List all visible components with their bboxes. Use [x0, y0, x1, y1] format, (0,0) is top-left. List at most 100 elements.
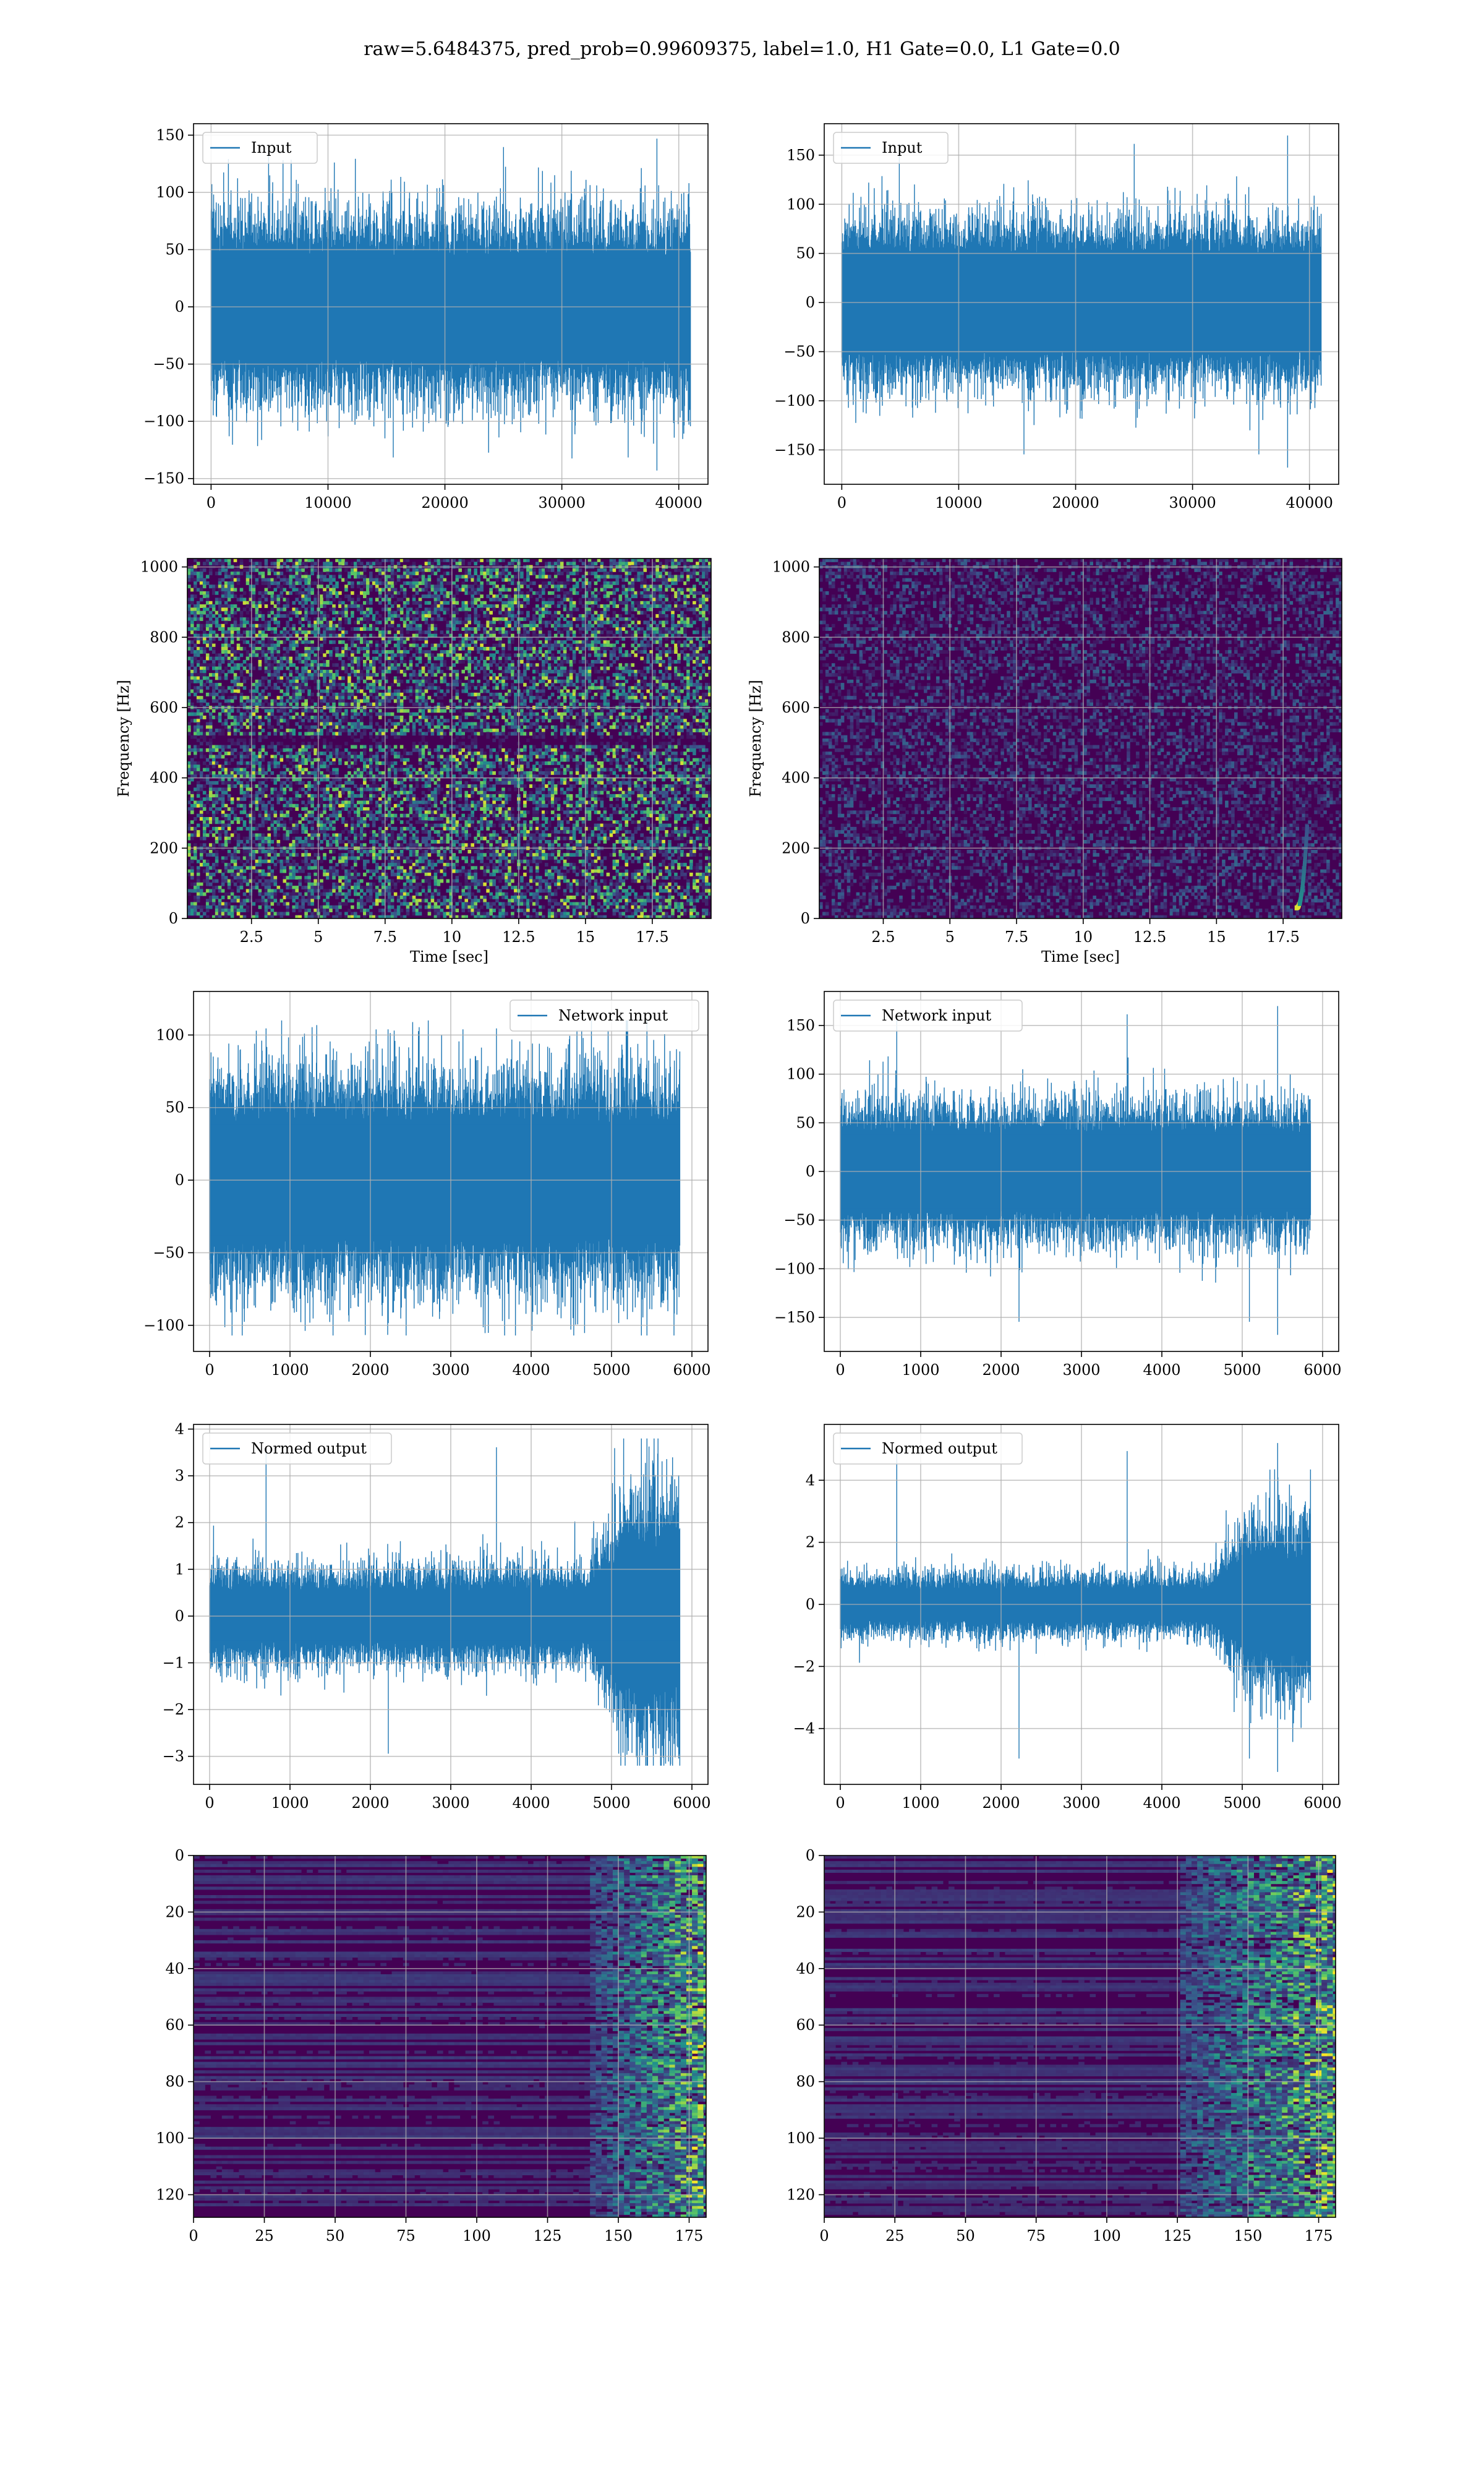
- l1-qtransform-xtick-label: 75: [1026, 2227, 1046, 2245]
- h1-network-input-xtick-label: 2000: [351, 1361, 389, 1379]
- l1-network-input-ytick-label: 150: [787, 1017, 815, 1034]
- h1-input-ytick-label: 0: [175, 298, 184, 315]
- h1-qtransform-ytick-label: 0: [175, 1847, 184, 1864]
- l1-qtransform-grid: [824, 1856, 1336, 2217]
- l1-spectrogram-ytick-label: 400: [782, 769, 810, 787]
- l1-network-input-ytick-label: −150: [774, 1309, 815, 1326]
- l1-spectrogram-grid: [819, 559, 1342, 918]
- h1-qtransform-xtick-label: 100: [463, 2227, 491, 2245]
- h1-spectrogram-xtick-label: 17.5: [636, 928, 668, 946]
- h1-normed-output-ytick-label: 3: [175, 1467, 184, 1484]
- h1-input-xtick-label: 30000: [538, 494, 585, 511]
- h1-normed-output-ytick-label: −1: [163, 1654, 184, 1671]
- h1-network-input-ytick-label: 50: [165, 1099, 184, 1116]
- l1-qtransform-xtick-label: 175: [1305, 2227, 1333, 2245]
- l1-spectrogram-panel: 2.5 5 7.5 10 12.5 15 17.5 0 200 400 600 800 1000 Time…: [747, 558, 1342, 965]
- h1-spectrogram-frame: [187, 558, 712, 919]
- h1-network-input-xtick-label: 1000: [271, 1361, 309, 1379]
- l1-spectrogram-cells: [819, 559, 1342, 918]
- h1-qtransform-ytick-label: 100: [156, 2129, 184, 2147]
- l1-qtransform-ytick-label: 120: [787, 2186, 815, 2203]
- h1-spectrogram-xtick-label: 10: [443, 928, 462, 946]
- h1-qtransform-cells: [194, 1856, 706, 2217]
- h1-normed-output-legend: Normed output: [202, 1432, 392, 1465]
- h1-spectrogram-ytick-label: 600: [150, 699, 178, 716]
- l1-qtransform-ytick-label: 0: [806, 1847, 815, 1864]
- l1-network-input-xtick-label: 3000: [1062, 1361, 1100, 1379]
- h1-normed-output-panel: 0 1000 2000 3000 4000 5000 6000 −3 −2 −1 0 1 2 3 4 Norm…: [163, 1421, 711, 1812]
- h1-normed-output-grid: [194, 1424, 708, 1784]
- l1-qtransform-xtick-label: 100: [1093, 2227, 1121, 2245]
- h1-normed-output-legend-label: Normed output: [251, 1440, 367, 1457]
- h1-input-ytick-label: −150: [143, 470, 184, 487]
- h1-input-ytick-label: 50: [165, 241, 184, 259]
- h1-normed-output-xtick-label: 5000: [592, 1794, 630, 1812]
- l1-network-input-xtick-label: 4000: [1143, 1361, 1180, 1379]
- h1-network-input-xtick-label: 3000: [432, 1361, 469, 1379]
- l1-spectrogram-plot-area: [819, 559, 1342, 918]
- l1-qtransform-plot-area: [824, 1856, 1336, 2217]
- h1-input-frame: [193, 123, 709, 485]
- h1-qtransform-ytick-label: 40: [165, 1960, 184, 1977]
- l1-input-plot-area: [824, 124, 1339, 484]
- l1-network-input-legend-label: Network input: [882, 1007, 991, 1024]
- h1-network-input-plot-area: [194, 991, 708, 1351]
- h1-network-input-ytick-label: 0: [175, 1171, 184, 1189]
- h1-qtransform-ytick-label: 80: [165, 2073, 184, 2091]
- l1-qtransform-frame: [824, 1855, 1336, 2218]
- h1-spectrogram-xtick-label: 12.5: [502, 928, 535, 946]
- l1-input-ytick-label: 50: [796, 245, 815, 262]
- l1-network-input-ytick-label: −100: [774, 1260, 815, 1277]
- h1-normed-output-ytick-label: −2: [163, 1701, 184, 1718]
- l1-qtransform-xtick-label: 50: [956, 2227, 975, 2245]
- h1-input-legend: Input: [202, 132, 318, 164]
- l1-qtransform-xtick-label: 0: [819, 2227, 829, 2245]
- l1-network-input-ytick-label: −50: [783, 1212, 815, 1229]
- l1-normed-output-xtick-label: 4000: [1143, 1794, 1180, 1812]
- h1-qtransform-xtick-label: 150: [604, 2227, 633, 2245]
- l1-spectrogram-xlabel: Time [sec]: [1041, 948, 1120, 965]
- l1-network-input-xtick-label: 5000: [1223, 1361, 1261, 1379]
- l1-qtransform-ytick-label: 100: [787, 2129, 815, 2147]
- l1-network-input-grid: [824, 991, 1339, 1351]
- h1-input-ytick-label: 100: [156, 184, 184, 201]
- h1-input-ytick-label: 150: [156, 127, 184, 144]
- l1-input-panel: 0 10000 20000 30000 40000 −150 −100 −50 0 50 100 15…: [774, 123, 1339, 511]
- l1-normed-output-xtick-label: 5000: [1223, 1794, 1261, 1812]
- h1-input-xtick-label: 10000: [304, 494, 351, 511]
- l1-input-xtick-label: 40000: [1286, 494, 1333, 511]
- h1-network-input-legend: Network input: [510, 999, 699, 1032]
- l1-input-ytick-label: 0: [806, 294, 815, 311]
- l1-network-input-xtick-label: 2000: [982, 1361, 1020, 1379]
- l1-input-xtick-label: 20000: [1052, 494, 1099, 511]
- h1-network-input-xtick-label: 6000: [673, 1361, 710, 1379]
- l1-spectrogram-frame: [819, 558, 1342, 919]
- l1-input-legend: Input: [833, 132, 949, 164]
- h1-normed-output-xtick-label: 4000: [512, 1794, 550, 1812]
- l1-normed-output-xtick-label: 1000: [902, 1794, 939, 1812]
- l1-qtransform-xtick-label: 150: [1234, 2227, 1262, 2245]
- l1-normed-output-ytick-label: 0: [806, 1596, 815, 1613]
- h1-qtransform-panel: 0 25 50 75 100 125 150 175 0 20 40 60 80 100 120: [156, 1847, 707, 2245]
- h1-network-input-grid: [194, 991, 708, 1351]
- h1-input-panel: 0 10000 20000 30000 40000 −150 −100 −50 0 50 100 15…: [143, 123, 709, 511]
- l1-spectrogram-xtick-label: 15: [1207, 928, 1226, 946]
- l1-normed-output-panel: 0 1000 2000 3000 4000 5000 6000 −4 −2 0 2 4 Normed o…: [793, 1424, 1342, 1812]
- h1-qtransform-xtick-label: 25: [255, 2227, 274, 2245]
- h1-spectrogram-ylabel: Frequency [Hz]: [115, 680, 132, 797]
- l1-spectrogram-xtick-label: 10: [1074, 928, 1093, 946]
- h1-qtransform-xtick-label: 0: [189, 2227, 198, 2245]
- l1-normed-output-xtick-label: 6000: [1303, 1794, 1341, 1812]
- h1-qtransform-grid: [194, 1856, 706, 2217]
- l1-spectrogram-ytick-label: 200: [782, 839, 810, 857]
- h1-network-input-legend-label: Network input: [558, 1007, 668, 1024]
- h1-normed-output-xtick-label: 0: [205, 1794, 214, 1812]
- h1-spectrogram-ytick-label: 0: [169, 910, 178, 927]
- l1-spectrogram-xtick-label: 2.5: [871, 928, 895, 946]
- h1-normed-output-ytick-label: 0: [175, 1607, 184, 1625]
- h1-network-input-xtick-label: 4000: [512, 1361, 550, 1379]
- h1-spectrogram-ytick-label: 200: [150, 839, 178, 857]
- h1-network-input-ytick-label: 100: [156, 1026, 184, 1043]
- l1-input-ytick-label: 100: [787, 195, 815, 213]
